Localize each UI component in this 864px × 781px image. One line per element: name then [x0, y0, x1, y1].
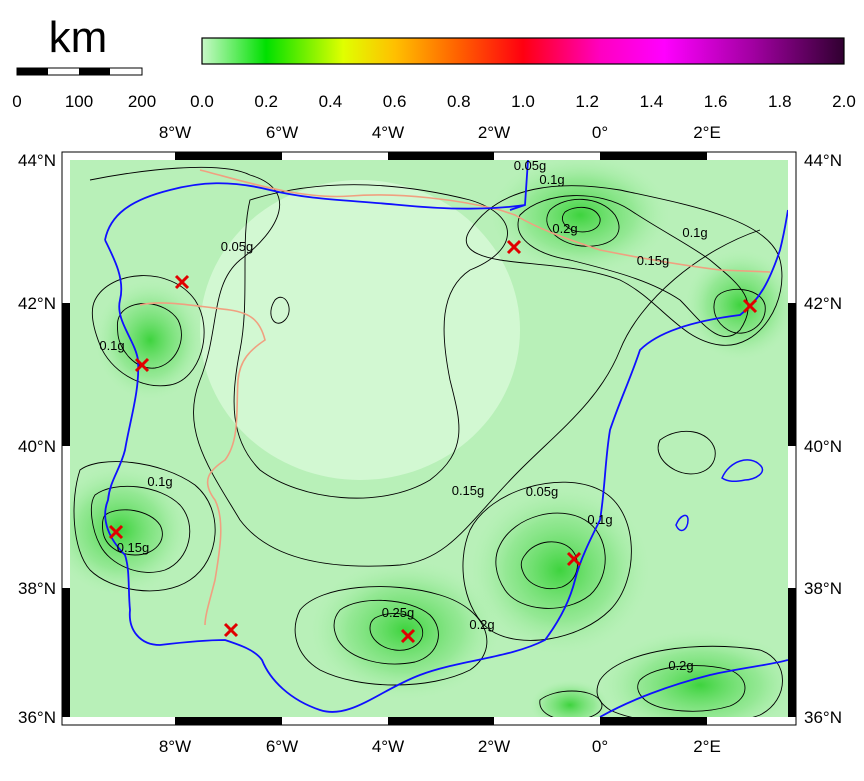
- city-marker: [134, 357, 150, 373]
- latitude-label-left: 40°N: [18, 437, 56, 456]
- longitude-label-top: 2°W: [478, 123, 510, 142]
- colorbar-gradient: [201, 37, 845, 65]
- latitude-label-right: 40°N: [804, 437, 842, 456]
- colorbar-tick-label: 0.4: [319, 92, 343, 111]
- contour-label: 0.1g: [682, 225, 707, 240]
- scale-segment: [79, 68, 110, 75]
- contour-label: 0.05g: [526, 484, 559, 499]
- contour-lines: [73, 166, 783, 717]
- frame-bar: [62, 588, 70, 717]
- longitude-label-top: 0°: [592, 123, 608, 142]
- city-marker: [506, 239, 522, 255]
- longitude-label-top: 6°W: [266, 123, 298, 142]
- contour-label: 0.15g: [452, 483, 485, 498]
- frame-bar: [788, 588, 796, 717]
- contour-label: 0.1g: [539, 172, 564, 187]
- contour-label: 0.15g: [637, 253, 670, 268]
- city-markers: [108, 239, 758, 644]
- frame-bar: [600, 152, 707, 160]
- contour-label: 0.1g: [99, 338, 124, 353]
- city-marker: [742, 298, 758, 314]
- contour-label: 0.15g: [117, 540, 150, 555]
- latitude-label-left: 36°N: [18, 708, 56, 727]
- colorbar-tick-label: 1.4: [640, 92, 664, 111]
- contour-label: 0.2g: [668, 658, 693, 673]
- latitude-label-right: 44°N: [804, 151, 842, 170]
- longitude-label-top: 4°W: [372, 123, 404, 142]
- longitude-label-top: 8°W: [159, 123, 191, 142]
- frame-bar: [600, 717, 707, 725]
- colorbar-tick-label: 1.8: [768, 92, 792, 111]
- scale-tick-label: 100: [65, 92, 93, 111]
- city-marker: [223, 622, 239, 638]
- frame-bar: [788, 303, 796, 446]
- east-south-coastline: [104, 209, 788, 713]
- city-marker: [400, 628, 416, 644]
- colorbar-tick-label: 1.0: [511, 92, 535, 111]
- scale-bar: km 0 100 200: [12, 13, 156, 111]
- contour-label: 0.1g: [587, 512, 612, 527]
- colorbar-tick-label: 2.0: [832, 92, 856, 111]
- ibiza-coastline: [675, 514, 689, 532]
- scale-tick-label: 200: [128, 92, 156, 111]
- city-marker: [174, 274, 190, 290]
- portugal-spain-border: [139, 302, 266, 626]
- colorbar-tick-label: 0.2: [254, 92, 278, 111]
- longitude-label-bottom: 8°W: [159, 737, 191, 756]
- longitude-label-bottom: 4°W: [372, 737, 404, 756]
- latitude-label-left: 44°N: [18, 151, 56, 170]
- contour-label: 0.05g: [221, 239, 254, 254]
- city-marker: [108, 524, 124, 540]
- city-marker: [566, 551, 582, 567]
- contour-label: 0.25g: [382, 605, 415, 620]
- longitude-label-bottom: 2°W: [478, 737, 510, 756]
- colorbar-tick-label: 1.6: [704, 92, 728, 111]
- france-spain-border: [199, 169, 771, 273]
- latitude-label-left: 38°N: [18, 579, 56, 598]
- longitude-label-bottom: 0°: [592, 737, 608, 756]
- contour-label: 0.1g: [147, 474, 172, 489]
- frame-bar: [62, 303, 70, 446]
- contour-label: 0.05g: [514, 158, 547, 173]
- latitude-label-right: 42°N: [804, 294, 842, 313]
- longitude-label-bottom: 6°W: [266, 737, 298, 756]
- north-coastline: [104, 160, 529, 241]
- scale-unit-label: km: [49, 13, 108, 62]
- latitude-label-left: 42°N: [18, 294, 56, 313]
- colorbar-tick-label: 0.8: [447, 92, 471, 111]
- low-hazard-region: [200, 180, 520, 480]
- scale-segment: [17, 68, 48, 75]
- colorbar-tick-label: 1.2: [575, 92, 599, 111]
- contour-label: 0.2g: [469, 617, 494, 632]
- colorbar: 0.0 0.2 0.4 0.6 0.8 1.0 1.2 1.4 1.6 1.8 2.0: [190, 37, 856, 111]
- frame-bar: [388, 717, 494, 725]
- frame-bar: [175, 152, 282, 160]
- africa-coastline: [599, 659, 788, 717]
- frame-bar: [388, 152, 494, 160]
- frame-bar: [175, 717, 282, 725]
- colorbar-tick-label: 0.6: [383, 92, 407, 111]
- longitude-label-bottom: 2°E: [693, 737, 721, 756]
- latitude-label-right: 38°N: [804, 579, 842, 598]
- colorbar-tick-label: 0.0: [190, 92, 214, 111]
- longitude-label-top: 2°E: [693, 123, 721, 142]
- scale-tick-label: 0: [12, 92, 21, 111]
- mallorca-coastline: [721, 459, 764, 483]
- latitude-label-right: 36°N: [804, 708, 842, 727]
- contour-label: 0.2g: [552, 221, 577, 236]
